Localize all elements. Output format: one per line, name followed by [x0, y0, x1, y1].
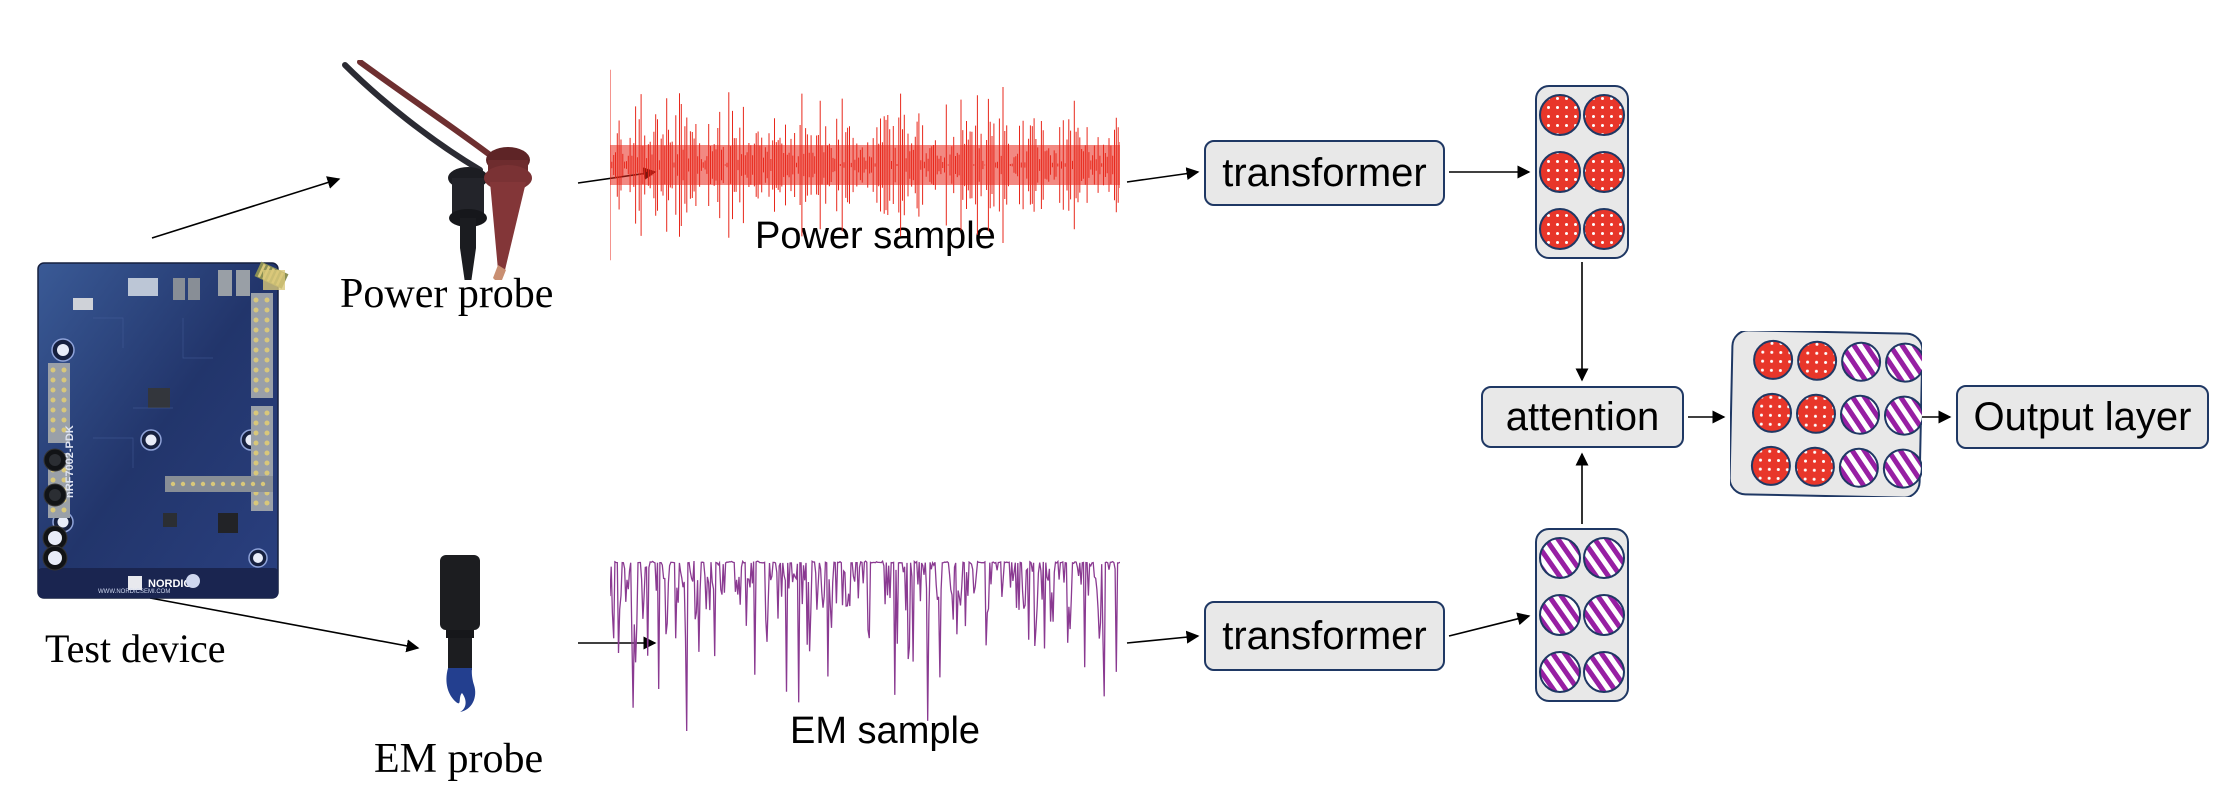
svg-text:WWW.NORDICSEMI.COM: WWW.NORDICSEMI.COM — [98, 589, 170, 595]
svg-text:nRF7002-PDK: nRF7002-PDK — [64, 425, 76, 498]
